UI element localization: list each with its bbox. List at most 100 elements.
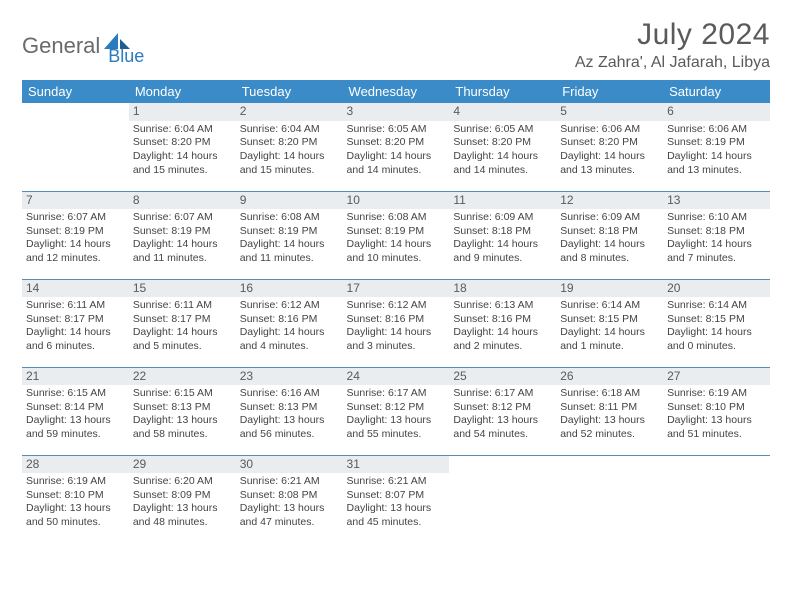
- sunset-line: Sunset: 8:19 PM: [667, 136, 766, 150]
- calendar-day-cell: 4Sunrise: 6:05 AMSunset: 8:20 PMDaylight…: [449, 103, 556, 191]
- calendar-day-cell: 26Sunrise: 6:18 AMSunset: 8:11 PMDayligh…: [556, 367, 663, 455]
- day-number: 31: [343, 456, 450, 474]
- sunrise-line: Sunrise: 6:15 AM: [26, 387, 125, 401]
- sunrise-line: Sunrise: 6:08 AM: [347, 211, 446, 225]
- calendar-day-cell: 3Sunrise: 6:05 AMSunset: 8:20 PMDaylight…: [343, 103, 450, 191]
- day-number: 27: [663, 368, 770, 386]
- calendar-week-row: 28Sunrise: 6:19 AMSunset: 8:10 PMDayligh…: [22, 455, 770, 543]
- weekday-header-row: SundayMondayTuesdayWednesdayThursdayFrid…: [22, 80, 770, 103]
- weekday-header: Thursday: [449, 80, 556, 103]
- sunset-line: Sunset: 8:13 PM: [240, 401, 339, 415]
- sunset-line: Sunset: 8:20 PM: [347, 136, 446, 150]
- sunset-line: Sunset: 8:20 PM: [133, 136, 232, 150]
- logo: General Blue: [22, 24, 144, 67]
- calendar-day-cell: 15Sunrise: 6:11 AMSunset: 8:17 PMDayligh…: [129, 279, 236, 367]
- day-number: 6: [663, 103, 770, 121]
- sunset-line: Sunset: 8:16 PM: [453, 313, 552, 327]
- sunrise-line: Sunrise: 6:17 AM: [453, 387, 552, 401]
- sunrise-line: Sunrise: 6:06 AM: [667, 123, 766, 137]
- calendar-day-cell: 18Sunrise: 6:13 AMSunset: 8:16 PMDayligh…: [449, 279, 556, 367]
- logo-text-general: General: [22, 33, 100, 59]
- sunrise-line: Sunrise: 6:14 AM: [560, 299, 659, 313]
- sunset-line: Sunset: 8:20 PM: [453, 136, 552, 150]
- sunset-line: Sunset: 8:16 PM: [240, 313, 339, 327]
- sunset-line: Sunset: 8:19 PM: [240, 225, 339, 239]
- day-number: 13: [663, 192, 770, 210]
- daylight-line: Daylight: 13 hours and 59 minutes.: [26, 414, 125, 441]
- sunrise-line: Sunrise: 6:07 AM: [26, 211, 125, 225]
- day-number: 16: [236, 280, 343, 298]
- daylight-line: Daylight: 13 hours and 47 minutes.: [240, 502, 339, 529]
- sunrise-line: Sunrise: 6:14 AM: [667, 299, 766, 313]
- calendar-empty-cell: .: [556, 455, 663, 543]
- calendar-empty-cell: .: [663, 455, 770, 543]
- daylight-line: Daylight: 13 hours and 56 minutes.: [240, 414, 339, 441]
- calendar-day-cell: 25Sunrise: 6:17 AMSunset: 8:12 PMDayligh…: [449, 367, 556, 455]
- day-number: 20: [663, 280, 770, 298]
- daylight-line: Daylight: 14 hours and 2 minutes.: [453, 326, 552, 353]
- calendar-day-cell: 28Sunrise: 6:19 AMSunset: 8:10 PMDayligh…: [22, 455, 129, 543]
- day-number: 28: [22, 456, 129, 474]
- sunset-line: Sunset: 8:15 PM: [560, 313, 659, 327]
- sunrise-line: Sunrise: 6:06 AM: [560, 123, 659, 137]
- sunrise-line: Sunrise: 6:21 AM: [240, 475, 339, 489]
- calendar-day-cell: 5Sunrise: 6:06 AMSunset: 8:20 PMDaylight…: [556, 103, 663, 191]
- sunrise-line: Sunrise: 6:12 AM: [347, 299, 446, 313]
- sunset-line: Sunset: 8:19 PM: [133, 225, 232, 239]
- sunrise-line: Sunrise: 6:05 AM: [347, 123, 446, 137]
- daylight-line: Daylight: 13 hours and 50 minutes.: [26, 502, 125, 529]
- daylight-line: Daylight: 14 hours and 5 minutes.: [133, 326, 232, 353]
- sunset-line: Sunset: 8:19 PM: [347, 225, 446, 239]
- sunset-line: Sunset: 8:17 PM: [26, 313, 125, 327]
- day-number: 1: [129, 103, 236, 121]
- sunset-line: Sunset: 8:08 PM: [240, 489, 339, 503]
- calendar-day-cell: 9Sunrise: 6:08 AMSunset: 8:19 PMDaylight…: [236, 191, 343, 279]
- day-number: 26: [556, 368, 663, 386]
- sunrise-line: Sunrise: 6:09 AM: [453, 211, 552, 225]
- calendar-empty-cell: .: [22, 103, 129, 191]
- daylight-line: Daylight: 14 hours and 10 minutes.: [347, 238, 446, 265]
- day-number: 25: [449, 368, 556, 386]
- daylight-line: Daylight: 14 hours and 13 minutes.: [560, 150, 659, 177]
- calendar-table: SundayMondayTuesdayWednesdayThursdayFrid…: [22, 80, 770, 543]
- sunrise-line: Sunrise: 6:08 AM: [240, 211, 339, 225]
- sunrise-line: Sunrise: 6:12 AM: [240, 299, 339, 313]
- daylight-line: Daylight: 14 hours and 12 minutes.: [26, 238, 125, 265]
- sunset-line: Sunset: 8:11 PM: [560, 401, 659, 415]
- sunset-line: Sunset: 8:10 PM: [26, 489, 125, 503]
- day-number: 22: [129, 368, 236, 386]
- calendar-day-cell: 31Sunrise: 6:21 AMSunset: 8:07 PMDayligh…: [343, 455, 450, 543]
- sunset-line: Sunset: 8:18 PM: [560, 225, 659, 239]
- sunrise-line: Sunrise: 6:04 AM: [133, 123, 232, 137]
- day-number: 21: [22, 368, 129, 386]
- daylight-line: Daylight: 14 hours and 7 minutes.: [667, 238, 766, 265]
- calendar-day-cell: 7Sunrise: 6:07 AMSunset: 8:19 PMDaylight…: [22, 191, 129, 279]
- calendar-day-cell: 17Sunrise: 6:12 AMSunset: 8:16 PMDayligh…: [343, 279, 450, 367]
- daylight-line: Daylight: 13 hours and 54 minutes.: [453, 414, 552, 441]
- sunrise-line: Sunrise: 6:07 AM: [133, 211, 232, 225]
- day-number: 15: [129, 280, 236, 298]
- sunrise-line: Sunrise: 6:10 AM: [667, 211, 766, 225]
- sunrise-line: Sunrise: 6:11 AM: [26, 299, 125, 313]
- daylight-line: Daylight: 14 hours and 9 minutes.: [453, 238, 552, 265]
- daylight-line: Daylight: 14 hours and 13 minutes.: [667, 150, 766, 177]
- weekday-header: Sunday: [22, 80, 129, 103]
- daylight-line: Daylight: 14 hours and 14 minutes.: [347, 150, 446, 177]
- sunset-line: Sunset: 8:20 PM: [560, 136, 659, 150]
- day-number: 11: [449, 192, 556, 210]
- sunrise-line: Sunrise: 6:11 AM: [133, 299, 232, 313]
- calendar-day-cell: 11Sunrise: 6:09 AMSunset: 8:18 PMDayligh…: [449, 191, 556, 279]
- day-number: 9: [236, 192, 343, 210]
- calendar-week-row: 14Sunrise: 6:11 AMSunset: 8:17 PMDayligh…: [22, 279, 770, 367]
- daylight-line: Daylight: 13 hours and 51 minutes.: [667, 414, 766, 441]
- calendar-week-row: 7Sunrise: 6:07 AMSunset: 8:19 PMDaylight…: [22, 191, 770, 279]
- daylight-line: Daylight: 13 hours and 55 minutes.: [347, 414, 446, 441]
- day-number: 24: [343, 368, 450, 386]
- daylight-line: Daylight: 14 hours and 1 minute.: [560, 326, 659, 353]
- calendar-day-cell: 21Sunrise: 6:15 AMSunset: 8:14 PMDayligh…: [22, 367, 129, 455]
- calendar-week-row: 21Sunrise: 6:15 AMSunset: 8:14 PMDayligh…: [22, 367, 770, 455]
- sunrise-line: Sunrise: 6:13 AM: [453, 299, 552, 313]
- weekday-header: Tuesday: [236, 80, 343, 103]
- day-number: 2: [236, 103, 343, 121]
- title-block: July 2024 Az Zahra', Al Jafarah, Libya: [575, 18, 770, 72]
